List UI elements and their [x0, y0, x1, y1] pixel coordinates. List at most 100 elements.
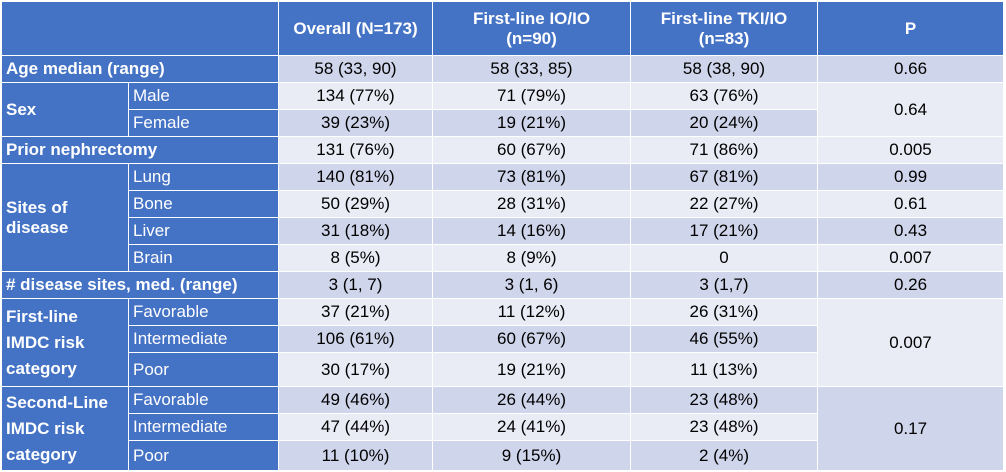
- table-row-nephrectomy: Prior nephrectomy 131 (76%) 60 (67%) 71 …: [1, 136, 1004, 164]
- cell-female-overall: 39 (23%): [278, 109, 433, 137]
- cell-second-poor-io: 9 (15%): [432, 440, 631, 471]
- cell-first-imdc-p: 0.007: [817, 298, 1004, 387]
- row-sublabel-second-intermediate: Intermediate: [128, 413, 279, 441]
- table-row-first-poor: Poor 30 (17%) 19 (21%) 11 (13%): [2, 352, 1004, 387]
- row-label-age: Age median (range): [1, 55, 279, 83]
- cell-lung-p: 0.99: [817, 163, 1004, 191]
- cell-age-io: 58 (33, 85): [432, 55, 631, 83]
- table-row-sex-male: Sex Male 134 (77%) 71 (79%) 63 (76%) 0.6…: [1, 82, 1004, 137]
- table-row-second-intermediate: Intermediate 47 (44%) 24 (41%) 23 (48%): [2, 413, 1004, 441]
- row-sublabel-second-poor: Poor: [128, 440, 279, 471]
- cell-first-favorable-io: 11 (12%): [432, 298, 631, 326]
- cell-first-poor-io: 19 (21%): [432, 352, 631, 387]
- cell-num-sites-tki: 3 (1,7): [630, 271, 818, 299]
- header-io-line1: First-line IO/IO: [472, 8, 591, 28]
- header-overall: Overall (N=173): [278, 1, 433, 56]
- second-imdc-label-line2: IMDC risk: [6, 418, 85, 438]
- cell-nephrectomy-tki: 71 (86%): [630, 136, 818, 164]
- sites-label-line2: disease: [6, 217, 69, 237]
- row-sublabel-bone: Bone: [128, 190, 279, 218]
- header-first-line-tki-io: First-line TKI/IO (n=83): [630, 1, 818, 56]
- row-sublabel-lung: Lung: [128, 163, 279, 191]
- cell-bone-p: 0.61: [817, 190, 1004, 218]
- cell-second-intermediate-tki: 23 (48%): [630, 413, 818, 441]
- cell-second-poor-overall: 11 (10%): [278, 440, 433, 471]
- sites-label-line1: Sites of: [6, 197, 68, 217]
- cell-male-tki: 63 (76%): [630, 82, 818, 110]
- cell-male-overall: 134 (77%): [278, 82, 433, 110]
- row-label-nephrectomy: Prior nephrectomy: [1, 136, 279, 164]
- cell-first-intermediate-tki: 46 (55%): [630, 325, 818, 353]
- cell-female-tki: 20 (24%): [630, 109, 818, 137]
- cell-nephrectomy-overall: 131 (76%): [278, 136, 433, 164]
- cell-first-favorable-tki: 26 (31%): [630, 298, 818, 326]
- cell-brain-overall: 8 (5%): [278, 244, 433, 272]
- cell-bone-tki: 22 (27%): [630, 190, 818, 218]
- cell-lung-overall: 140 (81%): [278, 163, 433, 191]
- row-label-first-line-imdc: First-line IMDC risk category: [1, 298, 129, 387]
- row-label-num-sites: # disease sites, med. (range): [1, 271, 279, 299]
- cell-age-tki: 58 (38, 90): [630, 55, 818, 83]
- cell-female-io: 19 (21%): [432, 109, 631, 137]
- row-label-sex: Sex: [1, 82, 129, 137]
- cell-second-favorable-overall: 49 (46%): [278, 386, 433, 414]
- table-row-second-poor: Poor 11 (10%) 9 (15%) 2 (4%): [2, 440, 1004, 471]
- cell-nephrectomy-io: 60 (67%): [432, 136, 631, 164]
- cell-num-sites-overall: 3 (1, 7): [278, 271, 433, 299]
- cell-liver-p: 0.43: [817, 217, 1004, 245]
- table-row-brain: Brain 8 (5%) 8 (9%) 0 0.007: [2, 244, 1004, 272]
- table-row-lung: Sites of disease Lung 140 (81%) 73 (81%)…: [1, 163, 1004, 272]
- cell-bone-io: 28 (31%): [432, 190, 631, 218]
- first-imdc-label-line1: First-line: [6, 306, 78, 326]
- cell-second-intermediate-io: 24 (41%): [432, 413, 631, 441]
- first-imdc-label-line2: IMDC risk: [6, 332, 85, 352]
- cell-liver-io: 14 (16%): [432, 217, 631, 245]
- first-imdc-label-line3: category: [6, 358, 77, 378]
- table-row-bone: Bone 50 (29%) 28 (31%) 22 (27%) 0.61: [2, 190, 1004, 218]
- cell-age-p: 0.66: [817, 55, 1004, 83]
- header-first-line-io-io: First-line IO/IO (n=90): [432, 1, 631, 56]
- table-row-second-favorable: Second-Line IMDC risk category Favorable…: [1, 386, 1004, 471]
- row-label-second-line-imdc: Second-Line IMDC risk category: [1, 386, 129, 471]
- cell-first-favorable-overall: 37 (21%): [278, 298, 433, 326]
- cell-second-intermediate-overall: 47 (44%): [278, 413, 433, 441]
- table-row-num-sites: # disease sites, med. (range) 3 (1, 7) 3…: [1, 271, 1004, 299]
- table-row-sex-female: Female 39 (23%) 19 (21%) 20 (24%): [2, 109, 1004, 137]
- cell-brain-p: 0.007: [817, 244, 1004, 272]
- row-sublabel-female: Female: [128, 109, 279, 137]
- cell-second-poor-tki: 2 (4%): [630, 440, 818, 471]
- header-io-line2: (n=90): [506, 28, 557, 48]
- table-row-first-intermediate: Intermediate 106 (61%) 60 (67%) 46 (55%): [2, 325, 1004, 353]
- row-sublabel-brain: Brain: [128, 244, 279, 272]
- cell-num-sites-p: 0.26: [817, 271, 1004, 299]
- cell-bone-overall: 50 (29%): [278, 190, 433, 218]
- cell-second-favorable-tki: 23 (48%): [630, 386, 818, 414]
- row-sublabel-first-favorable: Favorable: [128, 298, 279, 326]
- header-p-value: P: [817, 1, 1004, 56]
- row-sublabel-first-intermediate: Intermediate: [128, 325, 279, 353]
- cell-nephrectomy-p: 0.005: [817, 136, 1004, 164]
- cell-sex-p: 0.64: [817, 82, 1004, 137]
- cell-first-poor-overall: 30 (17%): [278, 352, 433, 387]
- cell-num-sites-io: 3 (1, 6): [432, 271, 631, 299]
- row-sublabel-second-favorable: Favorable: [128, 386, 279, 414]
- second-imdc-label-line3: category: [6, 444, 77, 464]
- cell-first-intermediate-io: 60 (67%): [432, 325, 631, 353]
- cell-first-intermediate-overall: 106 (61%): [278, 325, 433, 353]
- header-tki-line1: First-line TKI/IO: [660, 8, 788, 28]
- cell-second-imdc-p: 0.17: [817, 386, 1004, 471]
- cell-lung-tki: 67 (81%): [630, 163, 818, 191]
- header-row: Overall (N=173) First-line IO/IO (n=90) …: [1, 1, 1004, 56]
- cell-brain-tki: 0: [630, 244, 818, 272]
- row-sublabel-first-poor: Poor: [128, 352, 279, 387]
- table-row-liver: Liver 31 (18%) 14 (16%) 17 (21%) 0.43: [2, 217, 1004, 245]
- cell-brain-io: 8 (9%): [432, 244, 631, 272]
- header-tki-line2: (n=83): [698, 28, 750, 48]
- table-row-age: Age median (range) 58 (33, 90) 58 (33, 8…: [1, 55, 1004, 83]
- cell-lung-io: 73 (81%): [432, 163, 631, 191]
- row-label-sites-of-disease: Sites of disease: [1, 163, 129, 272]
- row-sublabel-male: Male: [128, 82, 279, 110]
- cell-liver-tki: 17 (21%): [630, 217, 818, 245]
- cell-first-poor-tki: 11 (13%): [630, 352, 818, 387]
